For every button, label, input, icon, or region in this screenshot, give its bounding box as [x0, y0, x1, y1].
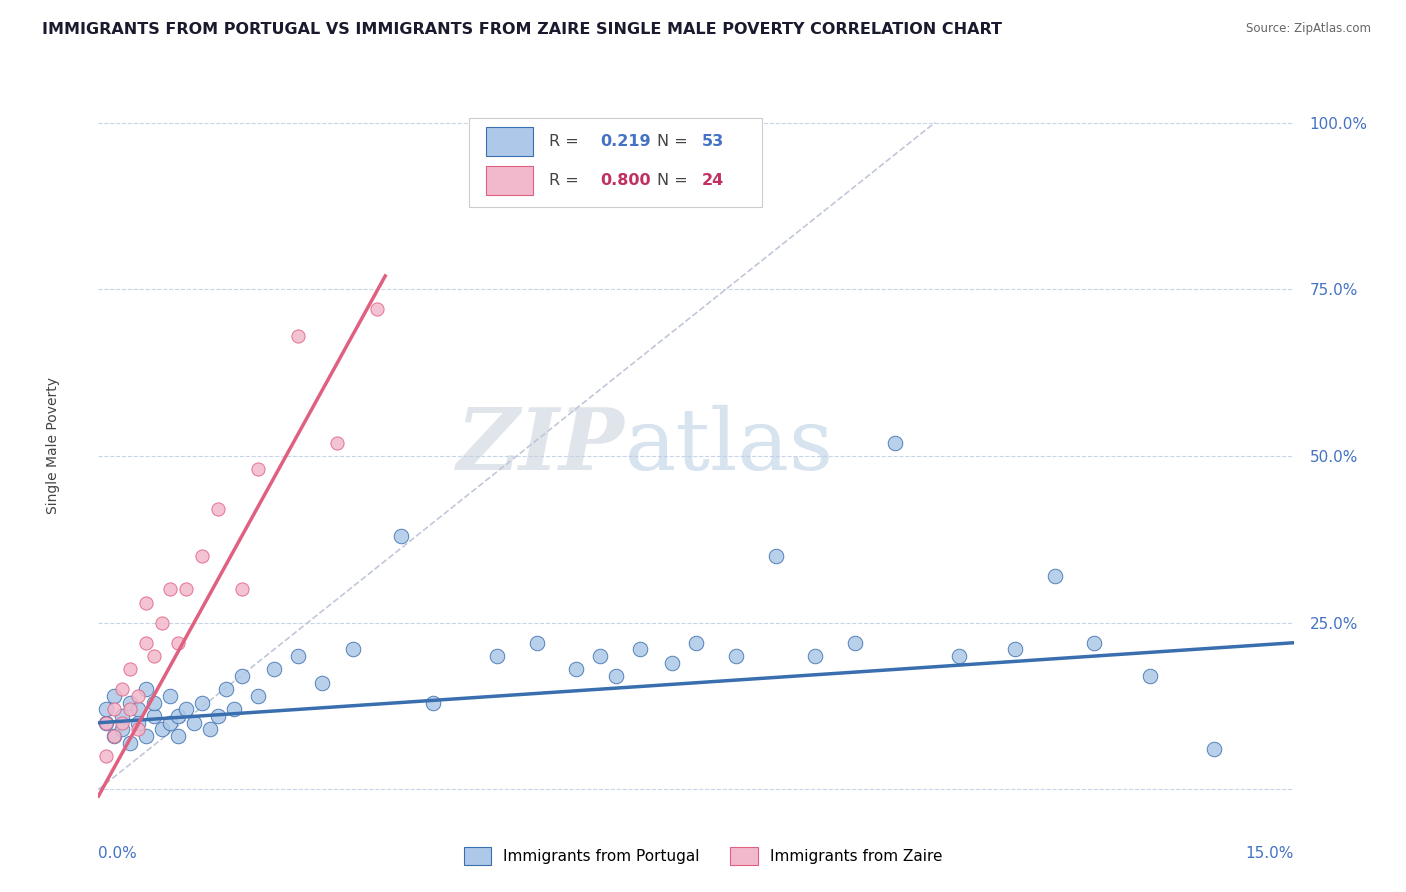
- Point: [96, 715, 118, 730]
- Point: [143, 649, 166, 664]
- Point: [246, 462, 269, 476]
- Point: [215, 682, 238, 697]
- Text: 53: 53: [702, 134, 724, 149]
- Point: [143, 709, 166, 723]
- Point: [565, 662, 588, 676]
- Point: [1004, 642, 1026, 657]
- Point: [127, 689, 149, 703]
- Point: [103, 702, 125, 716]
- Point: [389, 529, 412, 543]
- Point: [287, 649, 309, 664]
- Point: [135, 682, 157, 697]
- Text: 0.800: 0.800: [600, 173, 651, 188]
- Point: [605, 669, 627, 683]
- Text: ZIP: ZIP: [457, 404, 624, 488]
- Text: 15.0%: 15.0%: [1246, 846, 1294, 861]
- Point: [231, 669, 253, 683]
- Point: [589, 649, 612, 664]
- Point: [287, 329, 309, 343]
- Point: [246, 689, 269, 703]
- Point: [198, 723, 221, 737]
- Point: [174, 702, 197, 716]
- Point: [231, 582, 253, 597]
- Point: [1083, 636, 1105, 650]
- Point: [96, 749, 118, 764]
- Text: 0.219: 0.219: [600, 134, 651, 149]
- Point: [485, 649, 508, 664]
- Point: [685, 636, 707, 650]
- Text: Source: ZipAtlas.com: Source: ZipAtlas.com: [1246, 22, 1371, 36]
- Point: [526, 636, 548, 650]
- Point: [143, 696, 166, 710]
- Point: [724, 649, 747, 664]
- Point: [263, 662, 285, 676]
- Point: [150, 723, 173, 737]
- Point: [127, 723, 149, 737]
- Text: R =: R =: [548, 173, 583, 188]
- Text: N =: N =: [657, 134, 692, 149]
- Point: [765, 549, 787, 563]
- Point: [96, 715, 118, 730]
- Point: [844, 636, 866, 650]
- Text: IMMIGRANTS FROM PORTUGAL VS IMMIGRANTS FROM ZAIRE SINGLE MALE POVERTY CORRELATIO: IMMIGRANTS FROM PORTUGAL VS IMMIGRANTS F…: [42, 22, 1002, 37]
- Point: [804, 649, 827, 664]
- Point: [661, 656, 683, 670]
- Text: atlas: atlas: [624, 404, 834, 488]
- Point: [159, 582, 181, 597]
- Point: [103, 689, 125, 703]
- Point: [159, 715, 181, 730]
- FancyBboxPatch shape: [485, 127, 533, 155]
- Text: 24: 24: [702, 173, 724, 188]
- Point: [311, 675, 333, 690]
- Point: [111, 709, 134, 723]
- Point: [326, 435, 349, 450]
- Point: [150, 615, 173, 630]
- Text: Single Male Poverty: Single Male Poverty: [46, 377, 60, 515]
- Point: [111, 682, 134, 697]
- Point: [1043, 569, 1066, 583]
- Point: [174, 582, 197, 597]
- Point: [628, 642, 651, 657]
- Point: [135, 729, 157, 743]
- Point: [948, 649, 970, 664]
- Point: [120, 702, 142, 716]
- Point: [342, 642, 364, 657]
- Text: R =: R =: [548, 134, 583, 149]
- Point: [422, 696, 444, 710]
- Point: [120, 662, 142, 676]
- Point: [207, 709, 229, 723]
- Point: [127, 702, 149, 716]
- Point: [159, 689, 181, 703]
- Point: [183, 715, 205, 730]
- Point: [111, 715, 134, 730]
- Point: [120, 696, 142, 710]
- Point: [191, 696, 214, 710]
- Point: [167, 636, 190, 650]
- Point: [111, 723, 134, 737]
- Point: [103, 729, 125, 743]
- Legend: Immigrants from Portugal, Immigrants from Zaire: Immigrants from Portugal, Immigrants fro…: [457, 841, 949, 871]
- Point: [191, 549, 214, 563]
- Point: [135, 596, 157, 610]
- Point: [103, 729, 125, 743]
- Point: [96, 702, 118, 716]
- Text: 0.0%: 0.0%: [98, 846, 138, 861]
- Point: [120, 736, 142, 750]
- Point: [222, 702, 245, 716]
- Point: [884, 435, 907, 450]
- Point: [1202, 742, 1225, 756]
- Point: [167, 729, 190, 743]
- FancyBboxPatch shape: [470, 118, 762, 207]
- Point: [207, 502, 229, 516]
- Point: [167, 709, 190, 723]
- Point: [135, 636, 157, 650]
- Text: N =: N =: [657, 173, 692, 188]
- Point: [1139, 669, 1161, 683]
- Point: [127, 715, 149, 730]
- Point: [366, 302, 388, 317]
- FancyBboxPatch shape: [485, 166, 533, 194]
